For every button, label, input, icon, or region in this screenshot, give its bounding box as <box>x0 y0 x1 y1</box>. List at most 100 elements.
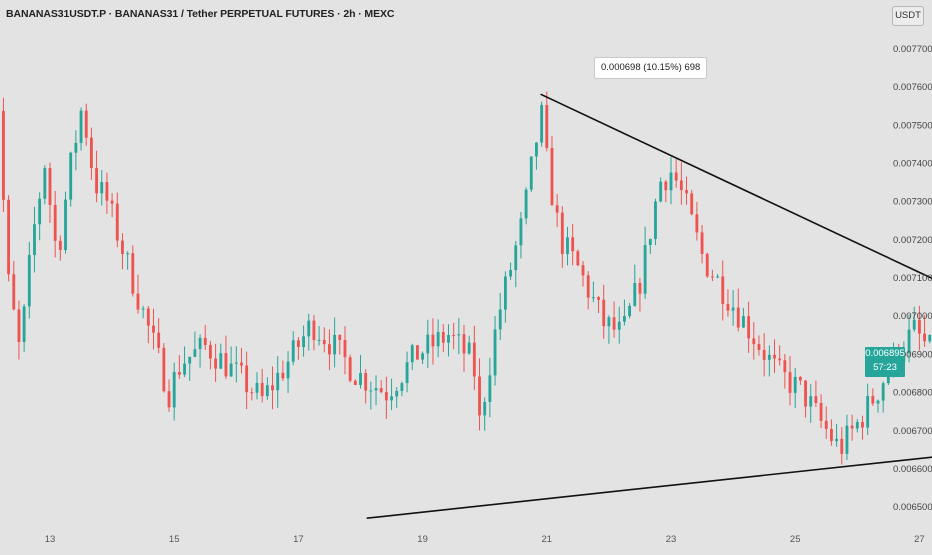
candle-body <box>467 342 471 354</box>
candle-body <box>22 306 26 342</box>
candle <box>100 169 104 206</box>
candle <box>602 284 606 339</box>
candle-body <box>343 339 347 358</box>
candle <box>581 260 585 287</box>
candle-body <box>162 347 166 392</box>
candle-body <box>121 240 124 255</box>
candle <box>467 335 471 355</box>
candle <box>907 314 911 363</box>
candle <box>48 162 52 223</box>
candle <box>509 262 512 281</box>
candle-body <box>131 253 135 294</box>
candle <box>830 419 833 446</box>
candle-body <box>923 333 926 342</box>
candle-body <box>514 245 518 271</box>
candle <box>115 192 119 248</box>
candle-body <box>778 358 782 361</box>
candle-body <box>783 360 787 373</box>
candle-body <box>410 345 414 363</box>
candle <box>400 381 404 397</box>
candle <box>643 226 647 299</box>
candle <box>633 264 637 307</box>
candle-body <box>798 376 802 381</box>
candle-body <box>374 388 378 391</box>
candle <box>53 191 57 258</box>
candle-body <box>472 342 476 377</box>
x-tick-label: 27 <box>914 534 925 545</box>
candle <box>64 191 67 254</box>
candle-body <box>100 182 104 194</box>
candle-body <box>240 362 243 366</box>
candle-body <box>245 365 249 393</box>
candle <box>426 319 430 368</box>
candle <box>105 172 109 214</box>
candle <box>835 424 839 447</box>
candle-body <box>12 274 16 310</box>
candle <box>121 233 124 270</box>
y-tick-label: 0.007400 <box>893 158 932 169</box>
candle <box>664 179 668 203</box>
candle-body <box>322 339 326 345</box>
currency-button[interactable]: USDT <box>892 6 924 26</box>
candle-body <box>550 148 554 206</box>
candle-body <box>136 293 140 310</box>
candle <box>219 343 223 370</box>
candle <box>923 315 926 347</box>
candle <box>493 315 497 386</box>
candle <box>488 357 492 418</box>
x-tick-label: 21 <box>542 534 553 545</box>
candle-body <box>384 392 388 401</box>
candle-body <box>260 382 264 397</box>
candle-body <box>809 396 813 407</box>
y-tick-label: 0.006700 <box>893 426 932 437</box>
candle <box>131 245 135 297</box>
candle <box>436 319 440 358</box>
candle <box>162 343 166 393</box>
candle <box>203 324 207 351</box>
candle-body <box>167 391 171 408</box>
candle <box>819 394 823 429</box>
candle-body <box>457 334 461 336</box>
candle <box>27 241 31 319</box>
candle <box>840 427 844 465</box>
candle <box>757 335 761 356</box>
candle <box>276 356 280 408</box>
candle-body <box>907 329 911 353</box>
candle <box>224 335 228 379</box>
candle-body <box>912 319 916 330</box>
candle <box>431 318 435 365</box>
candle <box>783 354 787 389</box>
candle-body <box>819 403 823 421</box>
candle-body <box>400 383 404 391</box>
candle <box>89 127 93 180</box>
candle-body <box>540 104 544 143</box>
candle-body <box>198 337 202 350</box>
candle <box>317 326 321 346</box>
candle-body <box>390 396 393 401</box>
candle <box>866 383 870 435</box>
candle <box>586 271 590 310</box>
candle-body <box>452 335 456 337</box>
candle-body <box>17 309 21 342</box>
candle <box>2 97 5 212</box>
candle <box>43 165 47 205</box>
candle-body <box>271 385 274 391</box>
candle-body <box>814 396 818 404</box>
candle-body <box>648 239 652 246</box>
candle <box>535 142 538 170</box>
candle <box>452 322 456 350</box>
candle-body <box>353 380 357 386</box>
candle <box>617 306 621 344</box>
candle-body <box>488 375 492 402</box>
candle-body <box>762 349 766 360</box>
y-tick-label: 0.007500 <box>893 120 932 131</box>
candle <box>850 414 854 441</box>
candle-body <box>291 340 295 362</box>
candle-body <box>928 335 932 342</box>
candle <box>928 334 932 344</box>
candle <box>338 334 342 355</box>
candle <box>333 317 337 368</box>
candle <box>22 304 26 352</box>
